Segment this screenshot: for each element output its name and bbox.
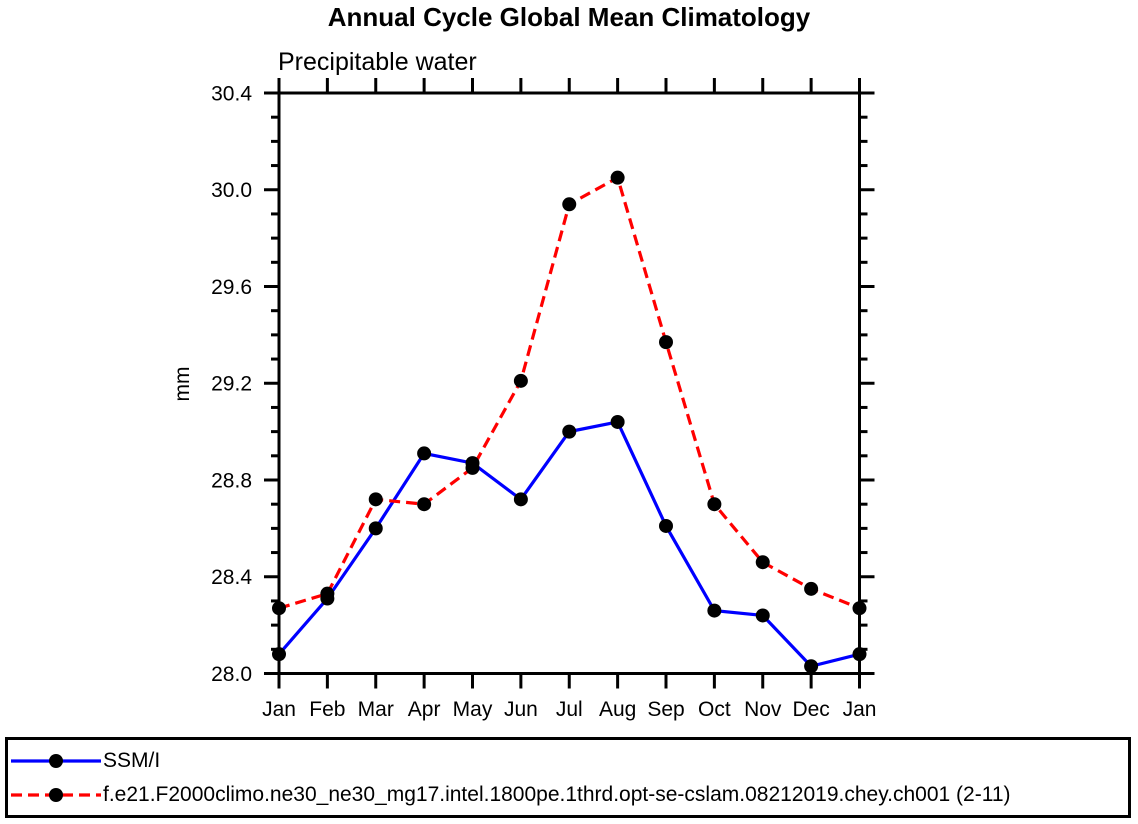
legend-line-sample-ssmi	[11, 753, 101, 768]
legend-item-ssmi: SSM/I	[8, 744, 1128, 778]
legend-box: SSM/I f.e21.F2000climo.ne30_ne30_mg17.in…	[5, 737, 1131, 818]
series-line-ssmi	[277, 420, 860, 669]
data-point-marker	[272, 601, 286, 616]
legend-label-model: f.e21.F2000climo.ne30_ne30_mg17.intel.18…	[103, 782, 1011, 806]
x-tick-label: Apr	[408, 698, 441, 721]
data-point-marker	[320, 586, 335, 601]
data-point-marker	[513, 373, 528, 388]
y-tick-label: 30.0	[211, 179, 252, 202]
data-point-marker	[417, 497, 432, 512]
plot-area: 28.0 28.4 28.8 29.2 29.6 30.0 30.4 Jan Feb Mar Apr…	[211, 78, 877, 721]
data-point-marker	[755, 555, 770, 570]
x-tick-label: Jun	[504, 698, 538, 721]
y-tick-label: 28.0	[211, 663, 252, 686]
x-tick-label: Oct	[698, 698, 731, 721]
x-tick-label: Jan	[262, 698, 296, 721]
data-point-marker	[755, 608, 770, 623]
x-tick-label: Dec	[792, 698, 829, 721]
x-tick-label: May	[453, 698, 493, 721]
y-tick-label: 28.8	[211, 469, 252, 492]
legend-sample-marker	[49, 753, 63, 768]
chart-subtitle: Precipitable water	[278, 48, 477, 76]
x-tick-label: Feb	[309, 698, 345, 721]
legend-item-model: f.e21.F2000climo.ne30_ne30_mg17.intel.18…	[8, 778, 1128, 812]
legend-line-sample-model	[11, 787, 101, 802]
legend-label-ssmi: SSM/I	[103, 748, 161, 772]
data-point-marker	[272, 647, 286, 662]
data-point-marker	[852, 647, 867, 662]
legend-sample-marker	[49, 787, 63, 802]
data-point-marker	[610, 414, 625, 429]
data-point-marker	[707, 603, 722, 618]
data-point-marker	[804, 581, 819, 596]
x-tick-label: Nov	[744, 698, 782, 721]
data-point-marker	[368, 492, 383, 507]
data-point-marker	[465, 460, 480, 475]
x-tick-label: Mar	[358, 698, 394, 721]
x-tick-label: Jul	[556, 698, 583, 721]
y-tick-label: 29.6	[211, 276, 252, 299]
chart-title: Annual Cycle Global Mean Climatology	[327, 2, 811, 32]
y-tick-label: 29.2	[211, 373, 252, 396]
data-point-marker	[707, 497, 722, 512]
data-point-marker	[417, 446, 432, 461]
data-point-marker	[659, 518, 673, 533]
data-point-marker	[610, 170, 625, 185]
data-point-marker	[562, 197, 577, 212]
data-point-marker	[659, 335, 673, 350]
data-point-marker	[513, 492, 528, 507]
data-point-marker	[804, 659, 819, 674]
x-tick-label: Jan	[843, 698, 877, 721]
x-tick-label: Aug	[599, 698, 636, 721]
data-point-marker	[368, 521, 383, 536]
x-tick-label: Sep	[647, 698, 684, 721]
data-point-marker	[562, 424, 577, 439]
y-tick-label: 28.4	[211, 566, 252, 589]
data-point-marker	[852, 601, 867, 616]
y-tick-label: 30.4	[211, 82, 252, 105]
